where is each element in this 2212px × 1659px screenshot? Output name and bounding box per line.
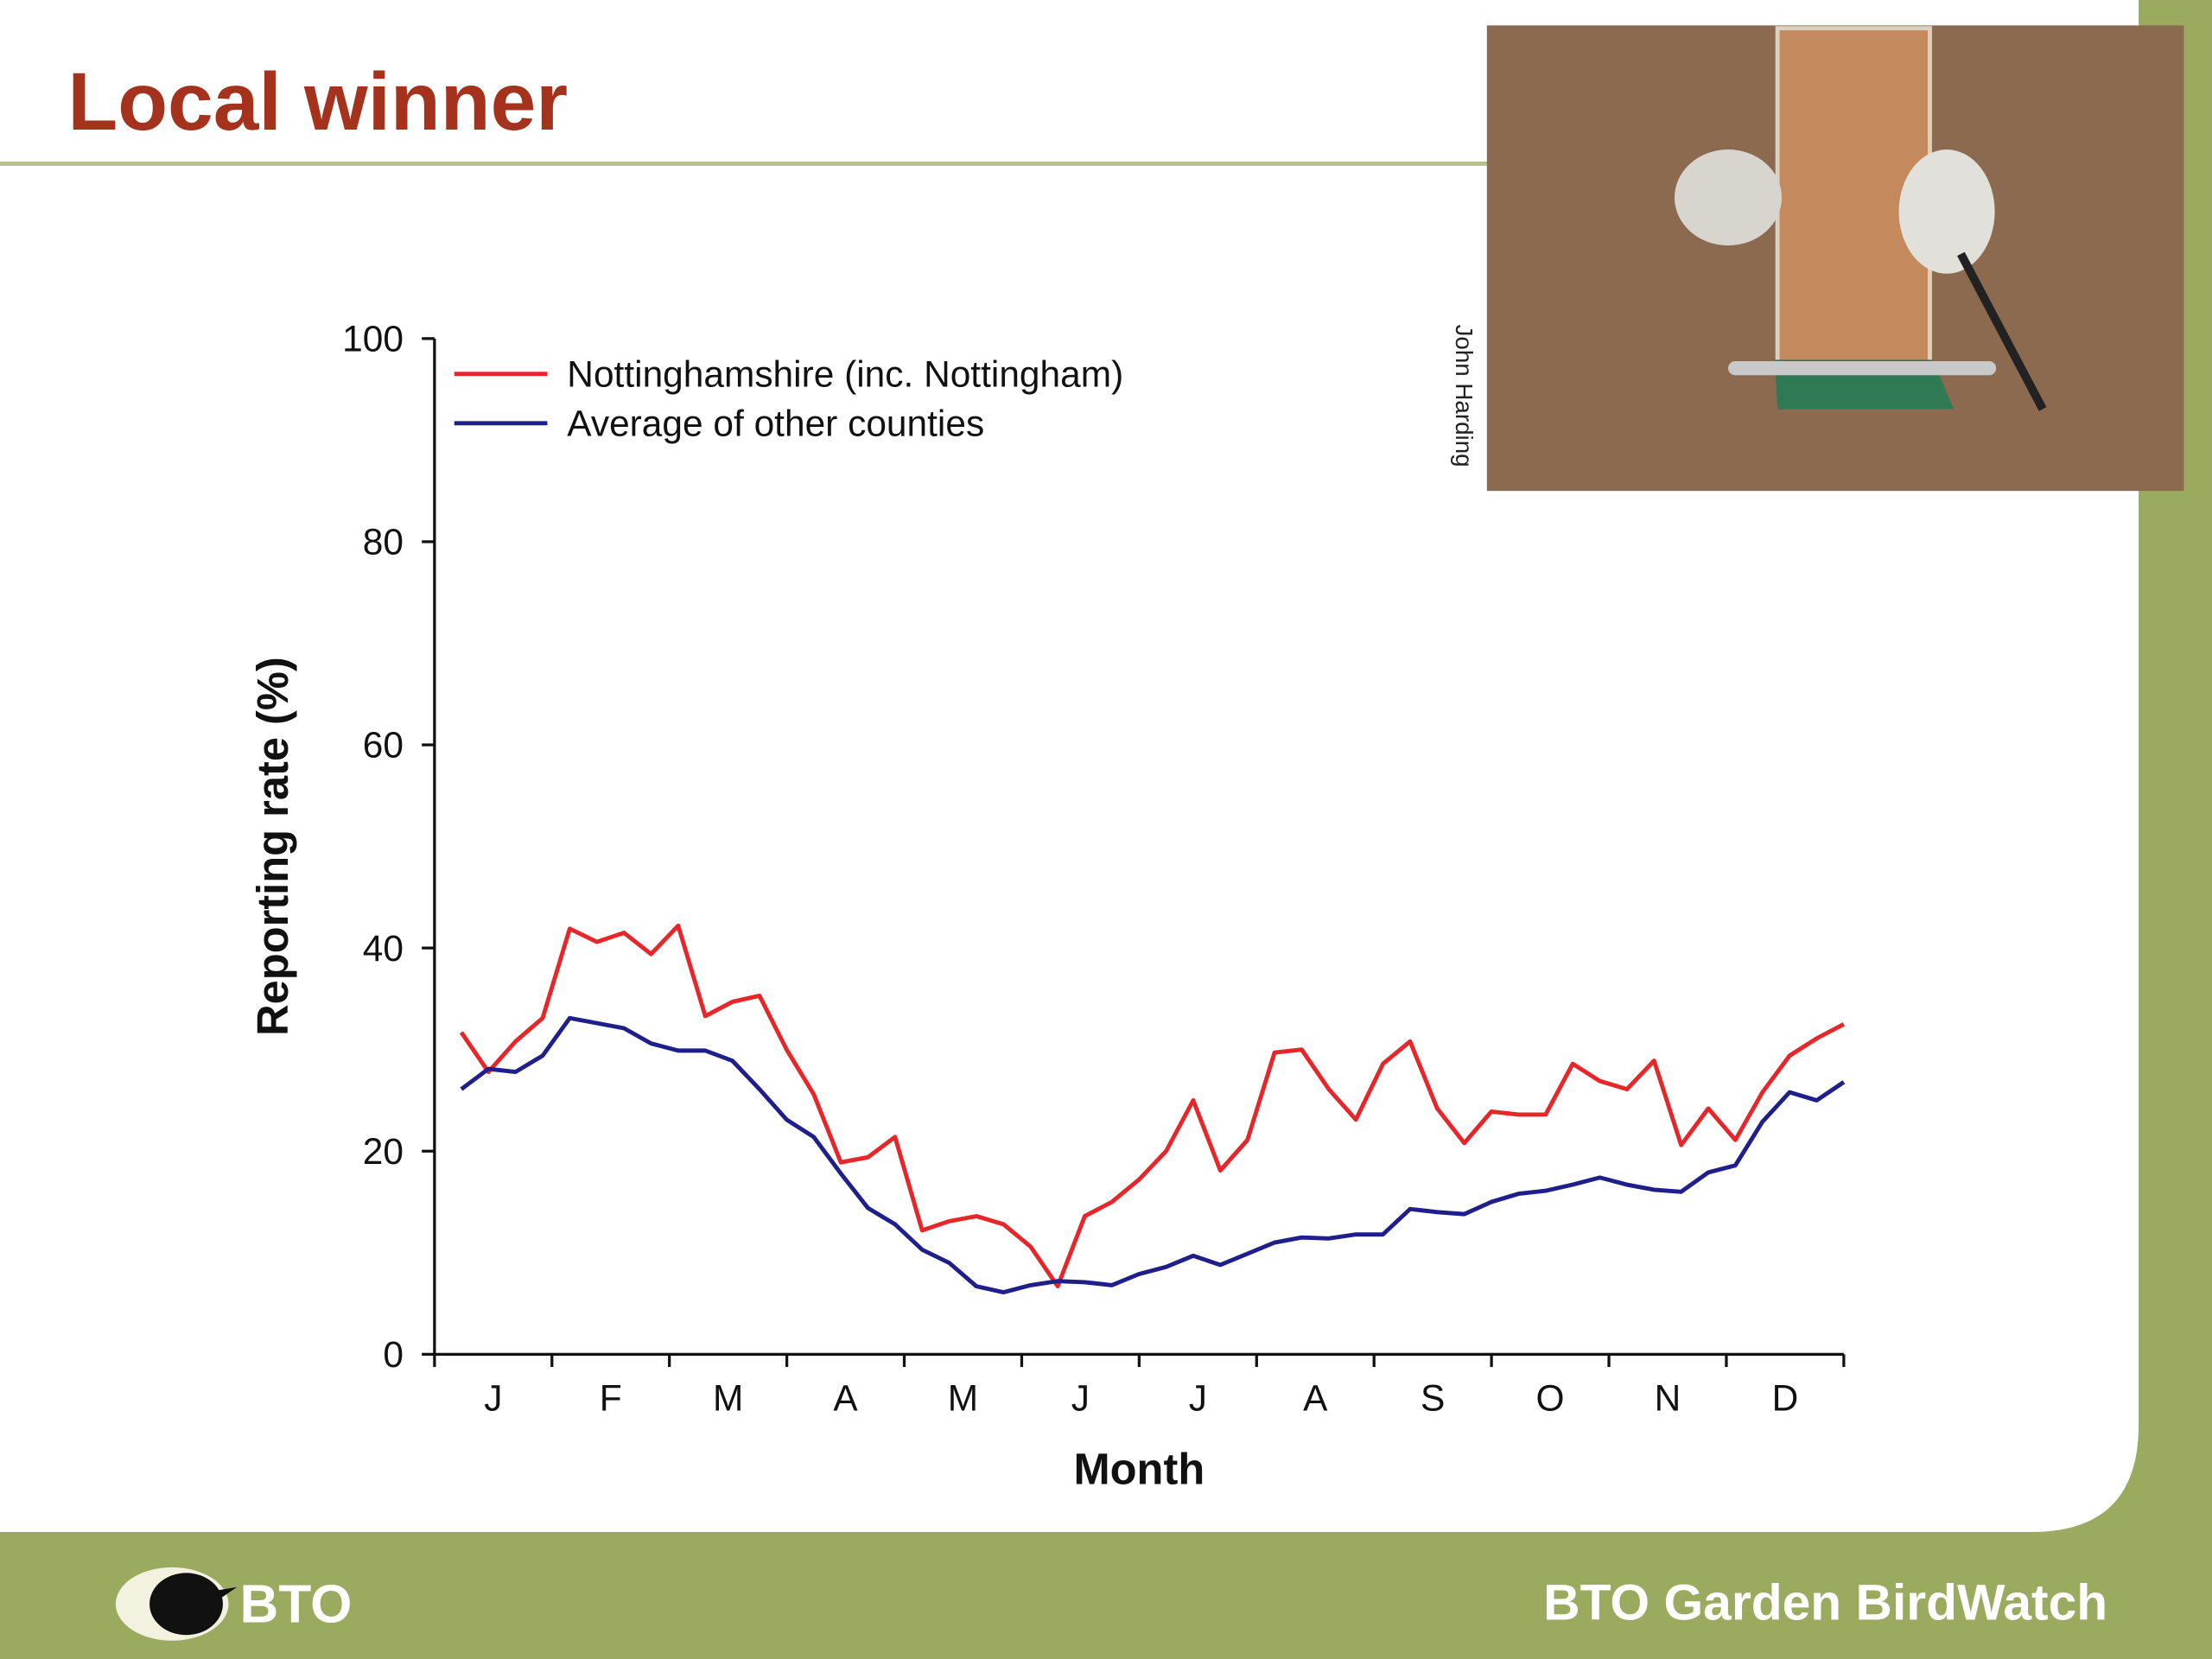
x-tick-label: N — [1655, 1378, 1681, 1419]
x-tick-label: S — [1421, 1378, 1445, 1419]
photo-credit: John Harding — [1451, 325, 1478, 467]
y-tick-label: 20 — [363, 1131, 404, 1172]
x-tick-label: J — [484, 1378, 502, 1419]
series-line — [459, 923, 1846, 1289]
legend-label: Nottinghamshire (inc. Nottingham) — [567, 353, 1123, 394]
x-tick-label: A — [833, 1378, 858, 1419]
x-tick-label: J — [1071, 1378, 1090, 1419]
x-tick-label: A — [1303, 1378, 1328, 1419]
y-tick-label: 100 — [342, 319, 404, 359]
slide-title: Local winner — [67, 56, 568, 148]
logo — [115, 1567, 238, 1641]
x-tick-label: O — [1536, 1378, 1565, 1419]
y-tick-label: 0 — [383, 1334, 404, 1375]
y-axis-label: Reporting rate (%) — [248, 657, 297, 1036]
x-tick-label: F — [600, 1378, 622, 1419]
y-tick-label: 80 — [363, 522, 404, 563]
photo — [1486, 25, 2184, 492]
x-tick-label: D — [1772, 1378, 1799, 1419]
legend-label: Average of other counties — [567, 403, 984, 443]
x-tick-label: J — [1189, 1378, 1207, 1419]
x-tick-label: M — [713, 1378, 743, 1419]
logo-text: BTO — [240, 1575, 353, 1635]
x-axis-label: Month — [1073, 1445, 1205, 1494]
chart: 0 20 40 60 80 100 J F M A M J J A S O N D Month Reporting r… — [248, 319, 1846, 1494]
y-tick-label: 60 — [363, 725, 404, 766]
x-tick-label: M — [948, 1378, 978, 1419]
y-tick-label: 40 — [363, 928, 404, 969]
footer-text: BTO Garden BirdWatch — [1543, 1574, 2107, 1630]
series-line — [460, 1015, 1846, 1295]
